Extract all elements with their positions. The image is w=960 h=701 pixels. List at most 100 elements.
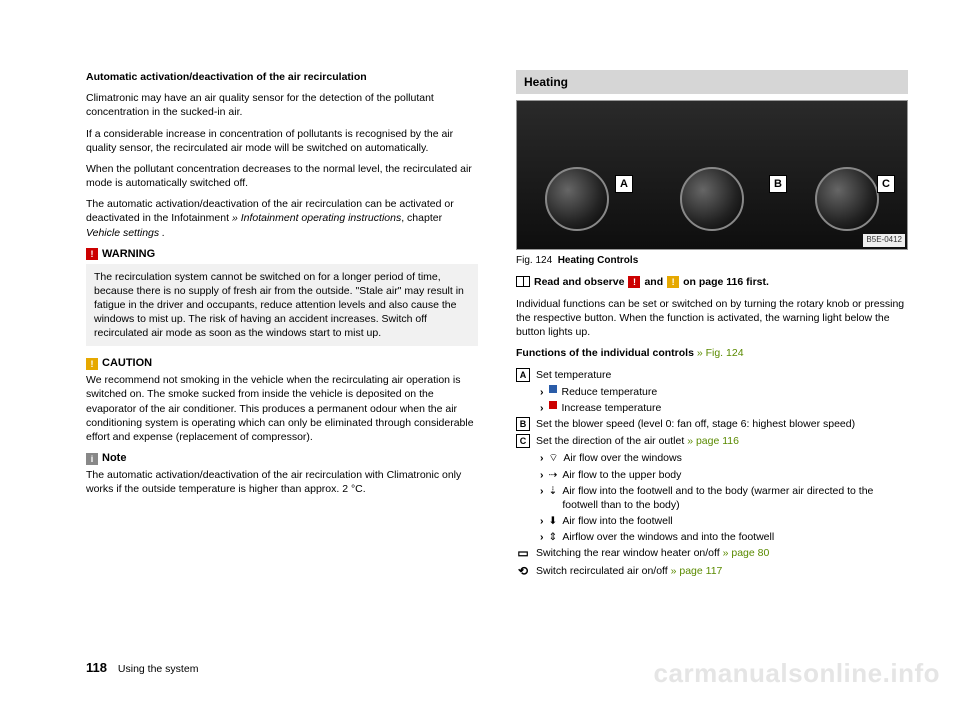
item-c-text: Set the direction of the air outlet » pa… xyxy=(536,434,739,448)
a-sub2-text: Increase temperature xyxy=(562,401,662,415)
read-b: and xyxy=(644,275,663,289)
page-footer: 118 Using the system xyxy=(86,660,198,675)
rear-text: Switching the rear window heater on/off xyxy=(536,547,723,559)
section-title: Using the system xyxy=(118,663,199,675)
watermark: carmanualsonline.info xyxy=(654,658,940,689)
item-rear-heater: ▭ Switching the rear window heater on/of… xyxy=(516,546,908,560)
c-link: » page 116 xyxy=(687,435,739,447)
func-title-text: Functions of the individual controls xyxy=(516,347,697,359)
note-icon: i xyxy=(86,453,98,465)
dial-temperature xyxy=(545,167,609,231)
func-title-link: » Fig. 124 xyxy=(697,347,744,359)
heating-heading: Heating xyxy=(516,70,908,94)
fig-title: Heating Controls xyxy=(558,255,639,266)
recirc-link: » page 117 xyxy=(671,565,723,577)
item-b: B Set the blower speed (level 0: fan off… xyxy=(516,417,908,431)
item-b-text: Set the blower speed (level 0: fan off, … xyxy=(536,417,855,431)
footwell-icon: ⬇ xyxy=(549,514,558,528)
warning-box: The recirculation system cannot be switc… xyxy=(86,264,478,347)
caution-title: CAUTION xyxy=(102,356,152,371)
rear-link: » page 80 xyxy=(723,547,770,559)
rear-text-wrap: Switching the rear window heater on/off … xyxy=(536,546,769,560)
a-sub1-text: Reduce temperature xyxy=(562,385,658,399)
warning-callout: ! WARNING xyxy=(86,247,478,262)
chevron-icon: › xyxy=(540,484,544,512)
caution-callout: ! CAUTION xyxy=(86,356,478,371)
chevron-icon: › xyxy=(540,530,544,544)
fig-caption: Fig. 124 Heating Controls xyxy=(516,254,908,268)
item-a-sub2: › Increase temperature xyxy=(540,401,908,415)
note-title: Note xyxy=(102,451,126,466)
c-sub4-text: Air flow into the footwell xyxy=(562,514,672,528)
c-sub2-text: Air flow to the upper body xyxy=(562,468,681,482)
note-body: The automatic activation/deactivation of… xyxy=(86,468,478,496)
left-column: Automatic activation/deactivation of the… xyxy=(86,70,478,584)
book-icon xyxy=(516,276,530,287)
marker-a: A xyxy=(516,368,530,382)
note-callout: i Note xyxy=(86,451,478,466)
upper-body-icon: ⇢ xyxy=(549,468,558,482)
left-p4-link: » Infotainment operating instructions xyxy=(232,212,401,224)
warning-icon: ! xyxy=(86,248,98,260)
marker-c: C xyxy=(516,434,530,448)
c-sub5-text: Airflow over the windows and into the fo… xyxy=(562,530,774,544)
image-code: B5E-0412 xyxy=(863,234,905,247)
recirc-icon: ⟲ xyxy=(516,564,530,578)
marker-b: B xyxy=(516,417,530,431)
c-text: Set the direction of the air outlet xyxy=(536,435,687,447)
item-c-sub1: › ⌔ Air flow over the windows xyxy=(540,451,908,465)
image-label-b: B xyxy=(769,175,787,193)
caution-body: We recommend not smoking in the vehicle … xyxy=(86,373,478,444)
item-c-sub4: › ⬇ Air flow into the footwell xyxy=(540,514,908,528)
image-label-c: C xyxy=(877,175,895,193)
read-c: on page 116 first. xyxy=(683,275,769,289)
caution-icon: ! xyxy=(86,358,98,370)
item-recirc: ⟲ Switch recirculated air on/off » page … xyxy=(516,564,908,578)
chevron-icon: › xyxy=(540,514,544,528)
left-p4b: , chapter xyxy=(401,212,442,224)
item-c-sub5: › ⇕ Airflow over the windows and into th… xyxy=(540,530,908,544)
item-c-sub2: › ⇢ Air flow to the upper body xyxy=(540,468,908,482)
image-label-a: A xyxy=(615,175,633,193)
rear-heater-icon: ▭ xyxy=(516,546,530,560)
left-p2: If a considerable increase in concentrat… xyxy=(86,127,478,155)
recirc-text-wrap: Switch recirculated air on/off » page 11… xyxy=(536,564,722,578)
fig-num: Fig. 124 xyxy=(516,255,552,266)
read-a: Read and observe xyxy=(534,275,624,289)
read-warn-icon: ! xyxy=(628,276,640,288)
window-footwell-icon: ⇕ xyxy=(549,530,558,544)
defrost-icon: ⌔ xyxy=(549,451,559,465)
chevron-icon: › xyxy=(540,401,544,415)
chevron-icon: › xyxy=(540,468,544,482)
left-heading: Automatic activation/deactivation of the… xyxy=(86,70,478,84)
item-a-text: Set temperature xyxy=(536,368,611,382)
item-a: A Set temperature xyxy=(516,368,908,382)
warning-title: WARNING xyxy=(102,247,155,262)
read-caution-icon: ! xyxy=(667,276,679,288)
body-footwell-icon: ⇣ xyxy=(549,484,558,512)
left-p3: When the pollutant concentration decreas… xyxy=(86,162,478,190)
right-column: Heating A B C B5E-0412 Fig. 124 Heating … xyxy=(516,70,908,584)
item-c: C Set the direction of the air outlet » … xyxy=(516,434,908,448)
controls-list: A Set temperature › Reduce temperature ›… xyxy=(516,368,908,578)
read-observe: Read and observe ! and ! on page 116 fir… xyxy=(516,275,908,289)
item-a-sub1: › Reduce temperature xyxy=(540,385,908,399)
left-p1: Climatronic may have an air quality sens… xyxy=(86,91,478,119)
dial-direction xyxy=(815,167,879,231)
recirc-text: Switch recirculated air on/off xyxy=(536,565,671,577)
left-p4c: Vehicle settings . xyxy=(86,227,165,239)
left-p4: The automatic activation/deactivation of… xyxy=(86,197,478,240)
heating-controls-image: A B C B5E-0412 xyxy=(516,100,908,250)
blue-square-icon xyxy=(549,385,557,393)
c-sub3-text: Air flow into the footwell and to the bo… xyxy=(562,484,908,512)
page-number: 118 xyxy=(86,660,107,675)
page: Automatic activation/deactivation of the… xyxy=(0,0,960,584)
right-intro: Individual functions can be set or switc… xyxy=(516,297,908,340)
c-sub1-text: Air flow over the windows xyxy=(563,451,681,465)
chevron-icon: › xyxy=(540,385,544,399)
functions-title: Functions of the individual controls » F… xyxy=(516,346,908,360)
chevron-icon: › xyxy=(540,451,544,465)
dial-blower xyxy=(680,167,744,231)
red-square-icon xyxy=(549,401,557,409)
item-c-sub3: › ⇣ Air flow into the footwell and to th… xyxy=(540,484,908,512)
